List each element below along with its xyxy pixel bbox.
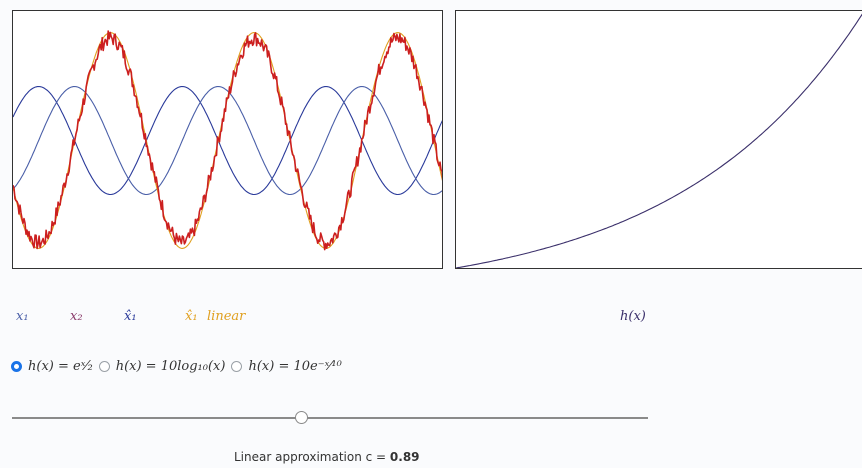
transform-plot-svg [456,13,862,268]
transform-plot [455,10,862,269]
approximation-slider-track[interactable] [12,417,648,419]
approximation-label: Linear approximation c = [234,450,390,464]
option-decay-radio[interactable] [231,360,243,372]
signal-plot [12,10,443,269]
legend-x2: x₂ [70,309,83,324]
legend-x3: x̂₁ [124,309,137,324]
legend-x4-suffix: linear [207,309,246,324]
legend-h: h(x) [620,309,646,324]
function-options: h(x) = eˣ⁄₂ h(x) = 10log₁₀(x) h(x) = 10e… [11,356,348,376]
legend-x4: x̂₁ [185,309,198,324]
signal-plot-svg [13,30,442,251]
legend-x1: x₁ [16,309,29,324]
option-log-label[interactable]: h(x) = 10log₁₀(x) [115,358,226,374]
approximation-value: 0.89 [389,450,420,464]
option-log-radio[interactable] [98,360,110,372]
series-line-0 [13,85,442,196]
approximation-readout: Linear approximation c = 0.89 [234,450,420,464]
noisy-series-line [13,30,442,251]
option-decay-label[interactable]: h(x) = 10e⁻ˣ⁄¹⁰ [248,358,342,374]
approximation-slider-thumb[interactable] [294,411,308,424]
h-curve-line [456,13,862,268]
series-line-1 [13,85,442,196]
option-exp-radio[interactable] [11,360,22,372]
option-exp-label[interactable]: h(x) = eˣ⁄₂ [28,358,93,374]
